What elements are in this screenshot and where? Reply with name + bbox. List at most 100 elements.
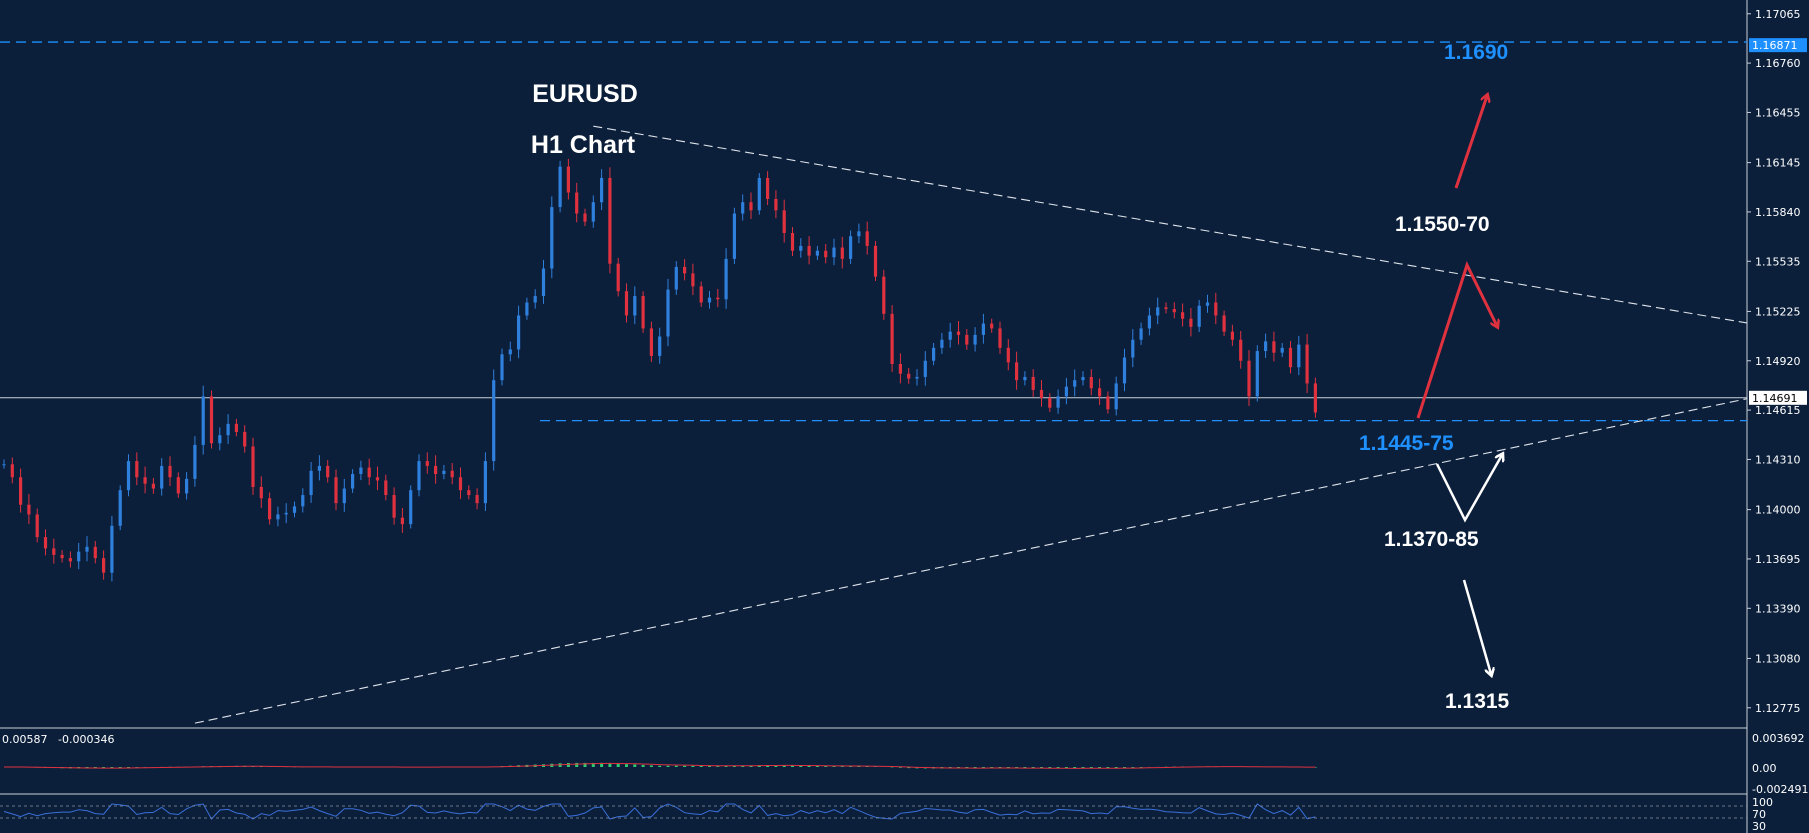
candle-body [326,465,330,478]
candle-body [1305,344,1309,384]
candle-body [1181,312,1185,319]
candle-body [907,373,911,379]
macd-label-1: 0.00587 [2,733,48,746]
level-label-1690: 1.1690 [1444,41,1508,64]
annotation-1315: 1.1315 [1445,690,1510,713]
arrow-up-down-red-icon [1416,261,1497,419]
price-tick-label: 1.16145 [1755,157,1801,170]
candle-body [492,380,496,462]
candle-body [500,354,504,381]
macd-tick-1: 0.003692 [1752,732,1805,745]
level-lines [0,41,1747,422]
candle-body [375,477,380,481]
candle-body [873,245,878,277]
candle-body [732,213,736,259]
rsi-line [3,803,1316,820]
candle-body [118,490,122,526]
candle-body [35,514,39,538]
candle-body [110,525,114,573]
candle-body [226,423,230,436]
candle-body [998,328,1002,348]
candle-body [442,470,446,475]
candle-body [641,296,645,329]
candle-body [1139,328,1143,340]
candle-body [43,537,48,549]
marker-price-tag-text: 1.16871 [1752,39,1798,52]
candle-body [990,323,994,329]
candle-body [600,177,604,203]
candle-body [143,477,147,484]
candle-body [60,554,64,559]
macd-label-2: -0.000346 [58,733,114,746]
candle-body [301,495,305,507]
candle-body [259,486,263,499]
candle-body [151,483,155,489]
candle-body [1197,305,1201,327]
candle-body [351,474,355,489]
chart-subtitle: H1 Chart [531,131,636,159]
price-axis: 1.17065 1.16760 1.16455 1.16145 1.15840 1.155… [1747,8,1801,715]
candle-body [19,477,23,505]
candle-body [1106,396,1110,410]
price-tick-label: 1.14615 [1755,404,1801,417]
candle-body [1114,383,1118,410]
candle-body [923,360,927,377]
candle-body [243,431,247,447]
candle-body [77,551,81,562]
candle-body [882,276,886,314]
candle-body [1015,362,1019,381]
candle-body [1205,302,1210,306]
candle-body [234,423,238,432]
candle-body [716,297,720,300]
candle-body [1006,347,1010,363]
candle-body [832,247,836,258]
level-label-1445-75: 1.1445-75 [1359,432,1454,455]
annotation-1550-70: 1.1550-70 [1395,213,1490,236]
candle-body [1272,341,1276,353]
candle-body [409,490,413,525]
macd-signal-line [3,762,1316,769]
candle-body [1048,397,1052,408]
candle-body [741,202,745,214]
candle-body [849,236,853,259]
candle-body [201,396,205,445]
candle-body [1131,339,1135,358]
candle-body [168,465,172,478]
candle-body [1147,315,1151,329]
candle-body [1247,360,1251,397]
candle-body [633,296,637,316]
candle-body [591,202,595,222]
candle-body [525,302,529,316]
candle-body [102,558,106,573]
candle-body [683,266,687,274]
candle-body [334,477,338,504]
candle-body [940,339,944,348]
candle-body [616,263,620,292]
candle-body [898,364,902,374]
candle-body [268,498,272,520]
price-tick-label: 1.13390 [1755,602,1801,615]
candle-body [1023,376,1027,381]
price-tick-label: 1.14920 [1755,355,1801,368]
candle-body [475,495,479,504]
price-tick-label: 1.16760 [1755,57,1801,70]
current-price-tag: 1.14691 [1749,390,1807,405]
candle-body [533,296,537,303]
candle-body [93,546,97,559]
candle-body [1056,396,1060,408]
candle-body [782,210,786,233]
candle-body [824,250,828,258]
candle-body [691,273,695,287]
price-tick-label: 1.14000 [1755,504,1801,517]
annotation-1370-85: 1.1370-85 [1384,528,1479,551]
candle-body [649,328,653,356]
candle-body [807,245,811,256]
candle-body [1031,376,1035,390]
price-tick-label: 1.12775 [1755,702,1801,715]
trendlines [194,125,1748,724]
price-tick-label: 1.13695 [1755,553,1801,566]
candle-body [135,461,139,478]
candle-body [981,323,985,335]
